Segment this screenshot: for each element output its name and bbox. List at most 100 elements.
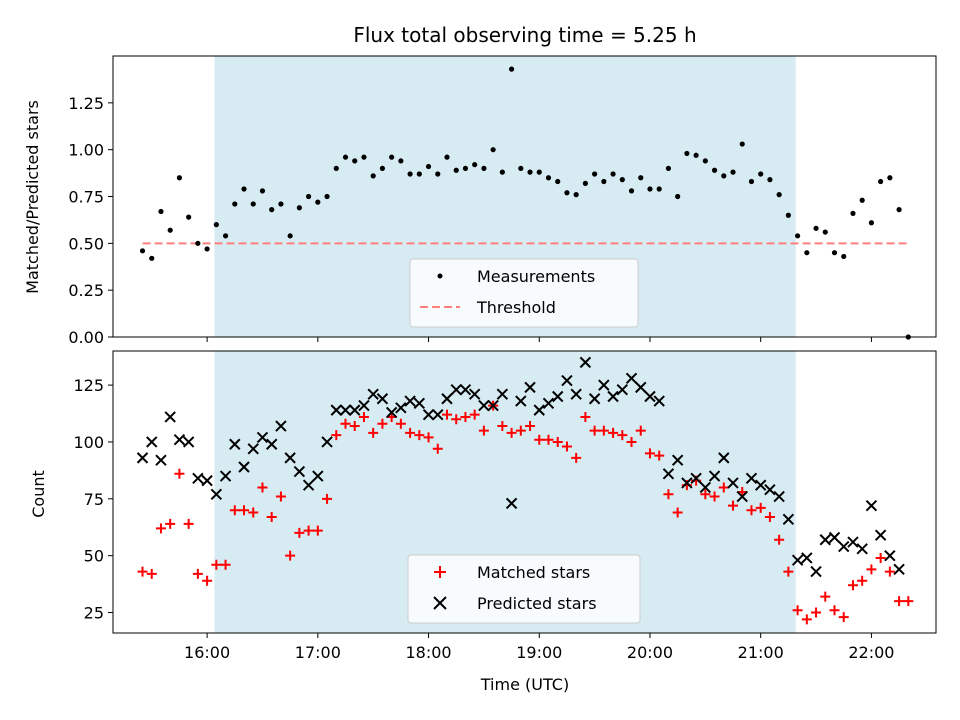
measurement-point: [730, 169, 736, 175]
matched-star-point: [552, 436, 563, 447]
measurement-point: [186, 214, 192, 220]
measurement-point: [601, 178, 607, 185]
measurement-point: [204, 246, 210, 252]
measurement-point: [804, 250, 810, 256]
measurement-point: [758, 171, 764, 177]
matched-star-point: [183, 518, 194, 529]
matched-star-point: [774, 534, 785, 545]
measurement-point: [444, 154, 450, 160]
matched-star-point: [626, 436, 637, 447]
bottom-legend-box: [407, 554, 641, 624]
matched-star-point: [414, 430, 425, 441]
matched-star-point: [700, 489, 711, 500]
measurement-point: [675, 193, 681, 200]
predicted-star-point: [865, 499, 878, 512]
predicted-star-point: [671, 454, 684, 466]
measurement-point: [342, 154, 349, 160]
top-y-axis-label: Matched/Predicted stars: [23, 100, 42, 294]
predicted-star-point: [662, 468, 675, 480]
measurement-point: [619, 177, 625, 183]
matched-star-point: [137, 566, 148, 577]
matched-star-point: [174, 468, 185, 479]
matched-star-point: [146, 568, 157, 579]
predicted-star-point: [745, 472, 758, 485]
count-points: [136, 356, 914, 625]
predicted-star-point: [801, 552, 813, 564]
x-tick-label: 21:00: [738, 643, 784, 662]
matched-star-point: [644, 448, 655, 459]
matched-star-point: [340, 418, 351, 429]
predicted-star-point: [468, 388, 481, 400]
measurement-point: [389, 154, 395, 160]
predicted-star-point: [810, 565, 822, 578]
matched-star-point: [266, 512, 277, 523]
matched-star-point: [746, 505, 757, 516]
predicted-star-point: [367, 388, 379, 400]
measurement-point: [352, 158, 358, 164]
predicted-star-point: [718, 452, 730, 464]
predicted-star-point: [487, 399, 499, 412]
measurement-point: [536, 169, 542, 175]
matched-star-point: [441, 409, 452, 420]
matched-star-point: [829, 605, 840, 616]
measurement-point: [868, 220, 875, 226]
measurement-point: [748, 178, 755, 185]
matched-star-point: [894, 596, 905, 607]
matched-star-point: [368, 427, 379, 438]
measurement-point: [490, 147, 496, 153]
measurement-point: [379, 165, 386, 171]
matched-star-point: [561, 441, 572, 452]
measurement-point: [647, 186, 653, 192]
predicted-star-point: [293, 465, 306, 478]
predicted-star-point: [828, 531, 841, 544]
measurement-point: [656, 186, 662, 192]
matched-star-point: [358, 411, 369, 422]
matched-star-point: [857, 575, 868, 586]
predicted-star-point: [229, 438, 241, 450]
measurement-point: [361, 154, 367, 160]
measurement-point: [398, 158, 404, 164]
predicted-star-point: [302, 479, 315, 491]
predicted-star-point: [192, 472, 204, 485]
matched-star-point: [229, 505, 240, 516]
matched-star-point: [811, 607, 822, 618]
top-legend-box: [409, 258, 639, 328]
predicted-star-point: [459, 383, 472, 396]
predicted-star-point: [782, 513, 795, 525]
predicted-star-point: [524, 381, 536, 394]
matched-star-point: [460, 411, 471, 422]
predicted-star-point: [330, 404, 342, 416]
predicted-star-point: [819, 534, 831, 546]
matched-stars-legend-marker: [434, 566, 446, 578]
matched-star-point: [617, 430, 628, 441]
matched-star-point: [349, 421, 360, 432]
matched-star-point: [783, 566, 794, 577]
predicted-star-point: [764, 484, 776, 496]
measurement-point: [564, 190, 570, 196]
predicted-star-point: [146, 436, 158, 448]
matched-star-point: [663, 489, 674, 500]
matched-star-point: [405, 427, 416, 438]
measurement-point: [416, 171, 422, 177]
matched-star-point: [211, 559, 222, 570]
predicted-star-point: [413, 397, 426, 410]
predicted-star-point: [321, 436, 333, 448]
measurement-point: [831, 250, 838, 256]
matched-star-point: [220, 559, 231, 570]
matched-star-point: [875, 552, 886, 563]
predicted-star-point: [653, 395, 665, 407]
bottom-y-tick-label: 125: [73, 376, 104, 395]
measurement-point: [896, 207, 902, 213]
x-tick-label: 16:00: [184, 643, 230, 662]
predicted-star-point: [256, 431, 269, 444]
bottom-y-tick-label: 50: [84, 547, 104, 566]
matched-star-point: [580, 411, 591, 422]
matched-star-point: [543, 434, 554, 445]
matched-star-point: [709, 491, 720, 502]
matched-star-point: [847, 580, 858, 591]
measurement-point: [555, 178, 561, 185]
predicted-star-point: [441, 393, 453, 405]
predicted-star-point: [893, 563, 905, 576]
predicted-star-point: [219, 470, 232, 482]
measurement-point: [776, 192, 782, 198]
